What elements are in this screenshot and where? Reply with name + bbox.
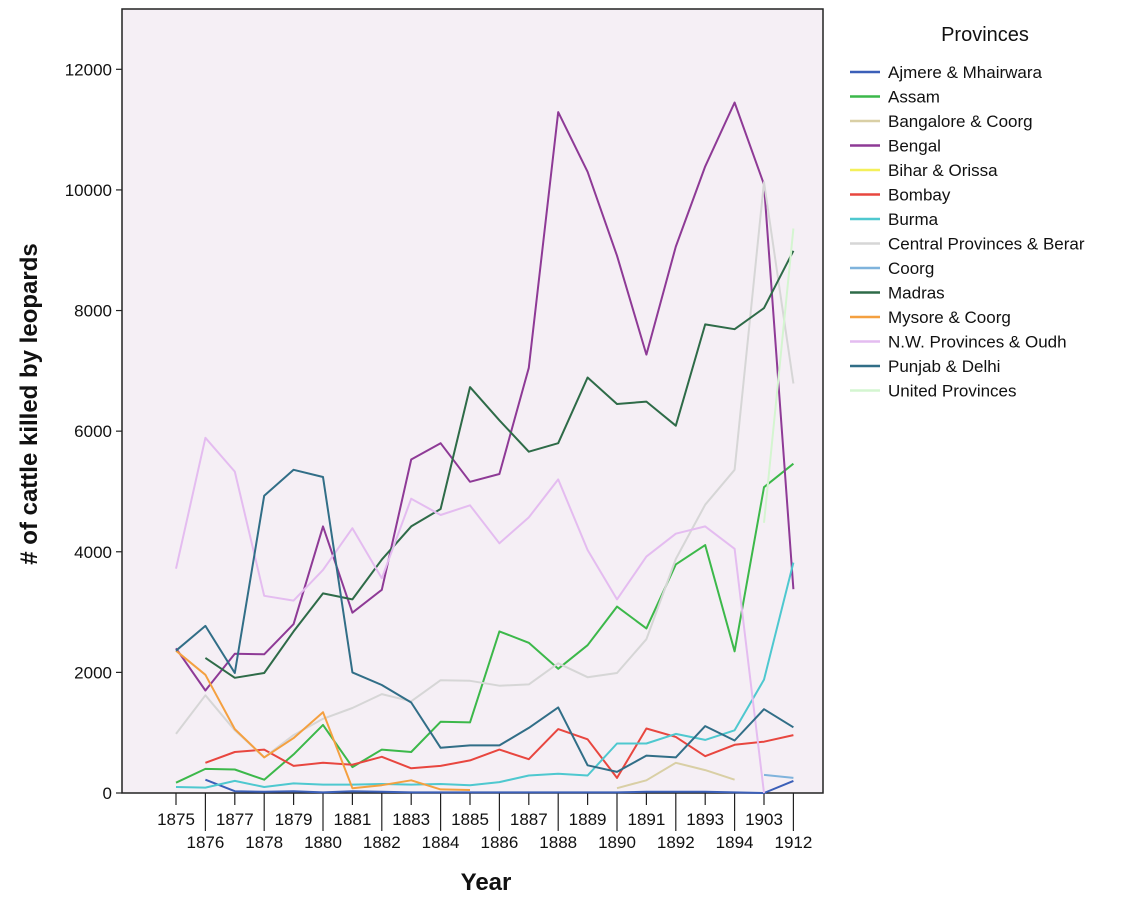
x-tick-label: 1889 [569, 810, 607, 829]
legend-label: Assam [888, 88, 940, 107]
legend-title: Provinces [941, 24, 1029, 46]
legend-item: Bombay [850, 186, 951, 205]
x-tick-label: 1891 [627, 810, 665, 829]
series-line-8 [763, 773, 794, 779]
legend-item: Burma [850, 210, 939, 229]
y-tick-label: 6000 [74, 422, 112, 441]
x-tick-label: 1903 [745, 810, 783, 829]
x-tick-label: 1882 [363, 833, 401, 852]
x-tick-label: 1893 [686, 810, 724, 829]
legend-label: Punjab & Delhi [888, 357, 1000, 376]
y-tick-label: 0 [103, 784, 112, 803]
x-axis: 1875 1876 1877 1878 1879 1880 1881 1882 1883 1884… [157, 793, 812, 852]
y-tick-label: 10000 [65, 181, 112, 200]
x-tick-label: 1881 [333, 810, 371, 829]
x-tick-label: 1884 [422, 833, 460, 852]
y-tick-label: 4000 [74, 543, 112, 562]
legend: Provinces Ajmere & Mhairwara Assam Bangalo… [850, 24, 1085, 401]
series-layer [175, 101, 795, 794]
x-tick-label: 1890 [598, 833, 636, 852]
series-line-7 [175, 181, 795, 759]
legend-item: Bihar & Orissa [850, 161, 998, 180]
legend-label: Burma [888, 210, 939, 229]
legend-label: Mysore & Coorg [888, 308, 1011, 327]
x-tick-label: 1875 [157, 810, 195, 829]
series-line-11 [175, 436, 765, 794]
x-tick-label: 1887 [510, 810, 548, 829]
x-tick-label: 1912 [774, 833, 812, 852]
series-line-6 [175, 562, 795, 789]
legend-item: Bengal [850, 137, 941, 156]
x-axis-title: Year [461, 869, 512, 896]
legend-item: United Provinces [850, 382, 1017, 401]
legend-label: Bombay [888, 186, 951, 205]
legend-item: Punjab & Delhi [850, 357, 1000, 376]
series-line-10 [175, 649, 471, 791]
x-tick-label: 1883 [392, 810, 430, 829]
legend-label: Coorg [888, 259, 934, 278]
y-tick-label: 12000 [65, 60, 112, 79]
series-line-9 [204, 250, 795, 679]
legend-label: N.W. Provinces & Oudh [888, 333, 1067, 352]
x-tick-label: 1879 [275, 810, 313, 829]
x-tick-label: 1877 [216, 810, 254, 829]
legend-item: Coorg [850, 259, 934, 278]
x-tick-label: 1885 [451, 810, 489, 829]
x-tick-label: 1878 [245, 833, 283, 852]
legend-label: Ajmere & Mhairwara [888, 63, 1043, 82]
legend-label: Central Provinces & Berar [888, 235, 1085, 254]
x-tick-label: 1880 [304, 833, 342, 852]
plot-area [121, 8, 824, 794]
x-tick-label: 1892 [657, 833, 695, 852]
legend-item: Bangalore & Coorg [850, 112, 1033, 131]
legend-label: Bangalore & Coorg [888, 112, 1033, 131]
x-tick-label: 1894 [716, 833, 754, 852]
legend-item: Central Provinces & Berar [850, 235, 1085, 254]
series-line-2 [616, 761, 735, 790]
legend-label: Madras [888, 284, 945, 303]
x-tick-label: 1886 [480, 833, 518, 852]
legend-item: Ajmere & Mhairwara [850, 63, 1043, 82]
series-line-12 [175, 468, 794, 773]
legend-label: United Provinces [888, 382, 1017, 401]
legend-item: Mysore & Coorg [850, 308, 1011, 327]
series-line-1 [175, 462, 795, 784]
series-line-0 [205, 778, 794, 794]
y-axis-title: # of cattle killed by leopards [16, 243, 43, 564]
x-tick-label: 1876 [186, 833, 224, 852]
series-line-13 [763, 228, 795, 523]
series-line-5 [205, 727, 794, 779]
y-tick-label: 2000 [74, 663, 112, 682]
y-tick-label: 8000 [74, 302, 112, 321]
legend-item: N.W. Provinces & Oudh [850, 333, 1067, 352]
legend-label: Bengal [888, 137, 941, 156]
legend-item: Madras [850, 284, 945, 303]
series-line-3 [175, 101, 795, 692]
legend-label: Bihar & Orissa [888, 161, 998, 180]
x-tick-label: 1888 [539, 833, 577, 852]
y-axis: 0 2000 4000 6000 8000 10000 12000 [65, 60, 122, 803]
legend-item: Assam [850, 88, 940, 107]
